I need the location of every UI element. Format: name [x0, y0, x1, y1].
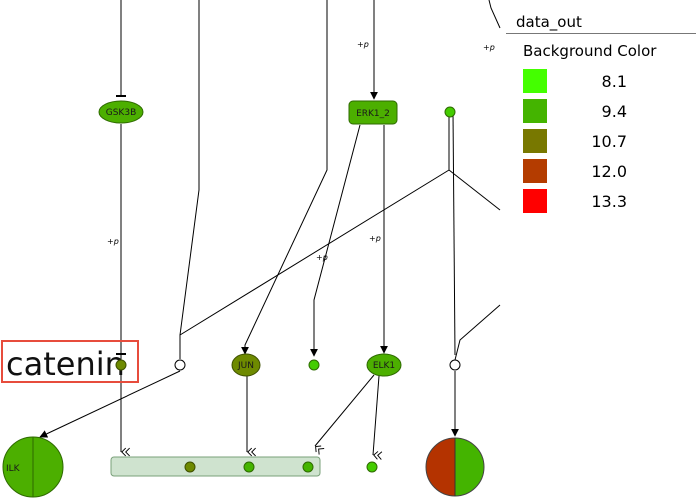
legend-value: 9.4 [601, 101, 627, 121]
legend-value: 13.3 [591, 191, 627, 211]
edge-branch-to-junction [179, 112, 450, 359]
node-label: GSK3B [106, 108, 137, 118]
legend-title: data_out [516, 13, 582, 31]
edge-label: +p [369, 234, 381, 243]
highlight-box [1, 340, 139, 383]
edge-right-top [488, 0, 501, 29]
catenin-node[interactable]: catenin [1, 340, 139, 383]
legend-swatch [523, 189, 547, 213]
edge-branch-down [452, 111, 456, 356]
node-gsk3b[interactable]: GSK3B [98, 100, 144, 124]
legend-item: 10.7 [506, 126, 696, 156]
catenin-label: catenin [6, 345, 125, 383]
junction-node [449, 359, 461, 371]
complex-member [184, 461, 196, 473]
legend-swatch [523, 99, 547, 123]
edges [39, 0, 501, 460]
node-ilk[interactable]: ILK [2, 436, 64, 498]
split-node[interactable] [425, 437, 485, 497]
edge-elk1-to-complex [314, 374, 375, 455]
edge-junction-to-ilk [39, 370, 181, 438]
small-node[interactable] [366, 461, 378, 473]
edge-labels: +p +p +p +p +p [107, 40, 495, 262]
edge-right-to-junction [454, 304, 501, 361]
legend-value: 12.0 [591, 161, 627, 181]
complex-member [302, 461, 314, 473]
legend-swatch [523, 159, 547, 183]
node-label: ELK1 [373, 361, 395, 371]
node-label: JUN [237, 361, 254, 371]
legend-swatch [523, 69, 547, 93]
legend-subtitle: Background Color [523, 42, 657, 60]
complex-member [243, 461, 255, 473]
edge-label: +p [483, 43, 495, 52]
legend-item: 13.3 [506, 186, 696, 216]
node-erk1-2[interactable]: ERK1_2 [348, 100, 398, 125]
legend: data_out Background Color 8.1 9.4 10.7 1… [506, 12, 696, 216]
legend-item: 8.1 [506, 66, 696, 96]
edge-top-to-jun [241, 0, 328, 355]
edge-erk-to-node [310, 124, 361, 357]
legend-item: 9.4 [506, 96, 696, 126]
small-node[interactable] [444, 106, 456, 118]
edge-branch-right [448, 169, 501, 211]
node-label: ERK1_2 [356, 109, 390, 119]
small-node[interactable] [308, 359, 320, 371]
node-jun[interactable]: JUN [231, 353, 261, 377]
edge-label: +p [107, 237, 119, 246]
complex-node[interactable] [110, 456, 321, 477]
legend-value: 10.7 [591, 131, 627, 151]
edge-label: +p [357, 40, 369, 49]
node-elk1[interactable]: ELK1 [366, 353, 402, 377]
legend-swatch [523, 129, 547, 153]
junction-node [174, 359, 186, 371]
legend-value: 8.1 [601, 71, 627, 91]
node-label: ILK [6, 464, 21, 474]
edge-label: +p [316, 253, 328, 262]
edge-elk1-to-node [372, 375, 383, 460]
edge-top-to-catenin-junction [179, 0, 200, 359]
legend-item: 12.0 [506, 156, 696, 186]
legend-divider [506, 33, 696, 34]
